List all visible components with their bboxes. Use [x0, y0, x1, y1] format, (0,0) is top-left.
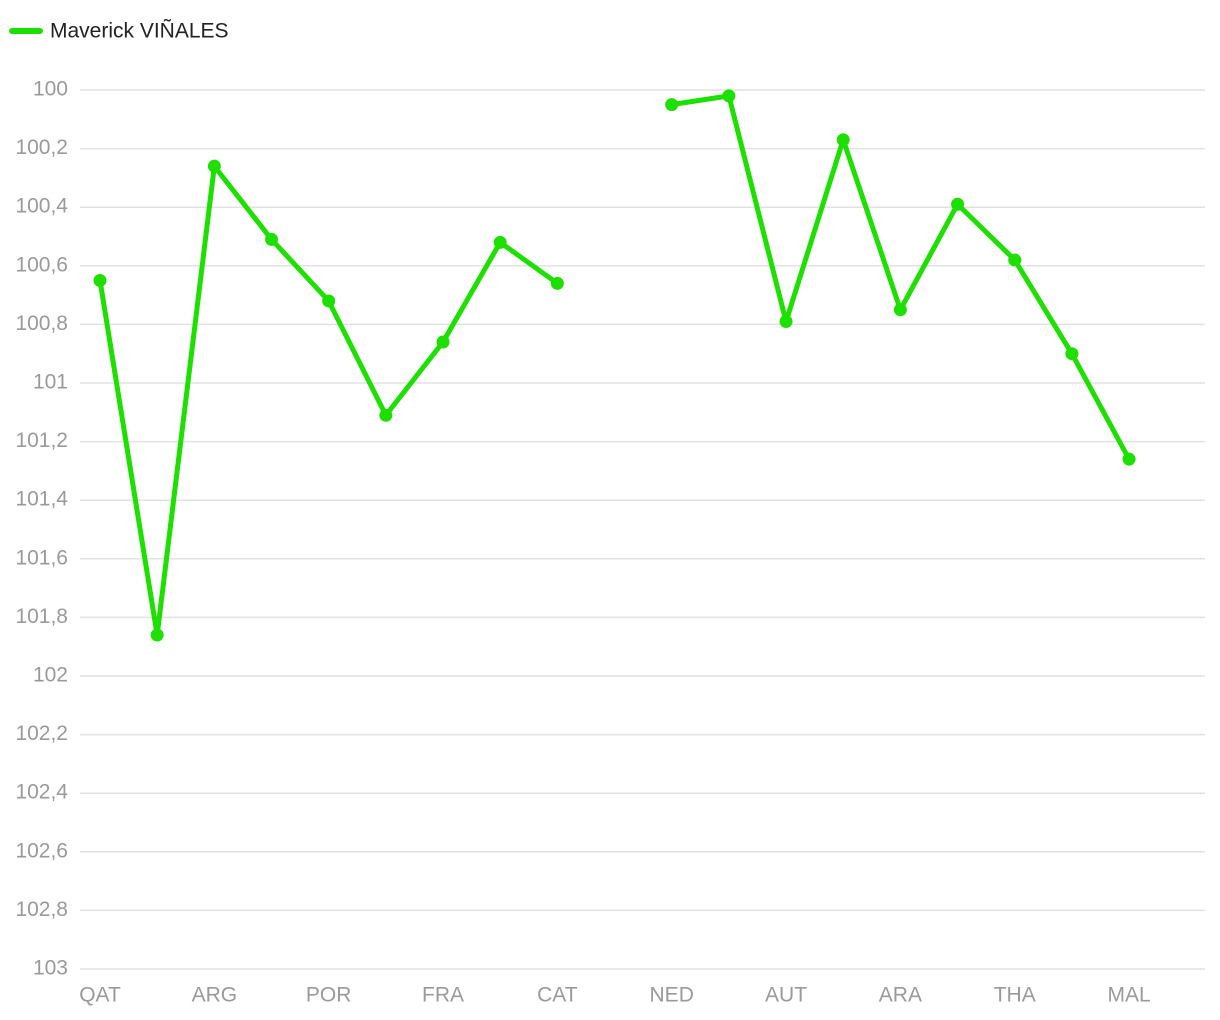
x-tick-label: CAT: [537, 984, 578, 1007]
y-tick-label: 103: [33, 957, 68, 980]
y-tick-label: 100,6: [15, 253, 68, 276]
x-tick-label: POR: [306, 984, 352, 1007]
y-tick-label: 102,8: [15, 898, 68, 921]
data-point: [1122, 452, 1136, 466]
y-tick-label: 102,6: [15, 839, 68, 862]
y-tick-label: 101,8: [15, 605, 68, 628]
y-tick-label: 102,4: [15, 781, 68, 804]
x-tick-label: ARG: [192, 984, 238, 1007]
data-point: [493, 235, 507, 249]
y-tick-label: 101,6: [15, 546, 68, 569]
data-point: [951, 197, 965, 211]
y-tick-label: 101,4: [15, 488, 68, 511]
x-tick-label: FRA: [422, 984, 464, 1007]
y-tick-label: 102,2: [15, 722, 68, 745]
series-line: [97, 163, 559, 638]
data-point: [779, 314, 793, 328]
y-tick-label: 100: [33, 78, 68, 101]
y-tick-label: 100,2: [15, 136, 68, 159]
data-point: [93, 273, 107, 287]
data-point: [550, 276, 564, 290]
data-point: [893, 303, 907, 317]
data-point: [836, 133, 850, 147]
data-point: [1065, 347, 1079, 361]
x-tick-label: MAL: [1107, 984, 1150, 1007]
y-tick-label: 101: [33, 371, 68, 394]
data-point: [665, 98, 679, 112]
data-point: [322, 294, 336, 308]
y-tick-label: 100,4: [15, 195, 68, 218]
data-point: [1008, 253, 1022, 267]
data-point: [207, 159, 221, 173]
series-line: [671, 93, 1132, 461]
x-tick-label: AUT: [765, 984, 807, 1007]
x-tick-label: QAT: [79, 984, 121, 1007]
data-point: [722, 89, 736, 103]
x-tick-label: NED: [650, 984, 694, 1007]
data-point: [379, 408, 393, 422]
y-tick-label: 102: [33, 664, 68, 687]
y-tick-label: 100,8: [15, 312, 68, 335]
x-tick-label: THA: [994, 984, 1036, 1007]
x-tick-label: ARA: [879, 984, 922, 1007]
data-point: [436, 335, 450, 349]
data-point: [150, 628, 164, 642]
legend-label[interactable]: Maverick VIÑALES: [50, 19, 229, 43]
data-point: [265, 232, 279, 246]
y-tick-label: 101,2: [15, 429, 68, 452]
